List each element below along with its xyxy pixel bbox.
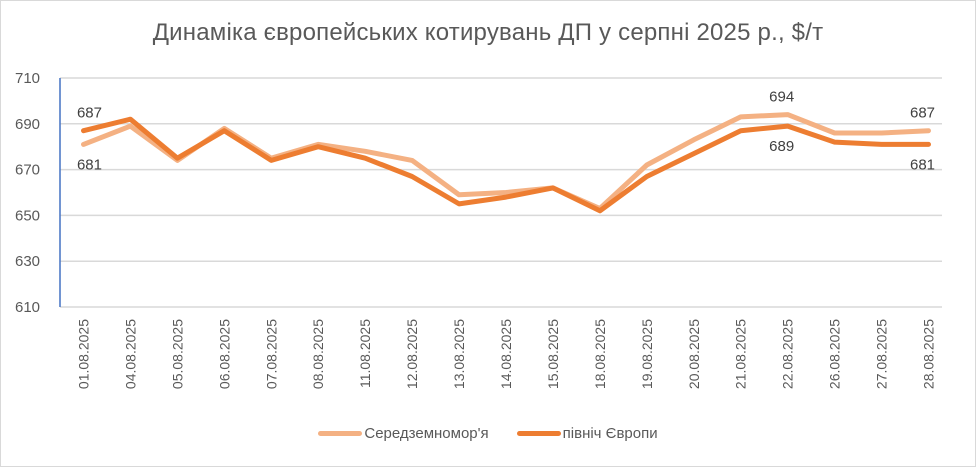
y-tick-label: 650 — [15, 207, 40, 224]
x-tick-label: 15.08.2025 — [545, 319, 561, 389]
x-tick-label: 11.08.2025 — [357, 319, 373, 388]
y-tick-label: 630 — [15, 253, 40, 270]
x-tick-label: 06.08.2025 — [216, 319, 232, 389]
series-line-north-europe[interactable] — [81, 116, 931, 214]
x-axis: 01.08.2025 04.08.2025 05.08.2025 06.08.2025… — [75, 319, 936, 389]
data-labels: 687 681 694 689 687 681 — [77, 89, 935, 174]
legend-label: Середземномор'я — [364, 425, 489, 442]
x-tick-label: 19.08.2025 — [639, 319, 655, 389]
gridlines — [60, 77, 942, 308]
x-tick-label: 01.08.2025 — [75, 319, 91, 389]
data-label: 687 — [910, 105, 935, 122]
x-tick-label: 08.08.2025 — [310, 319, 326, 389]
y-tick-label: 610 — [15, 299, 40, 316]
x-tick-label: 07.08.2025 — [263, 319, 279, 389]
x-tick-label: 13.08.2025 — [451, 319, 467, 389]
x-tick-label: 14.08.2025 — [498, 319, 514, 389]
y-axis: 610 630 650 670 690 710 — [15, 70, 61, 316]
x-tick-label: 26.08.2025 — [827, 319, 843, 389]
y-tick-label: 670 — [15, 162, 40, 179]
data-label: 694 — [769, 89, 794, 106]
x-tick-label: 20.08.2025 — [686, 319, 702, 389]
data-label: 681 — [77, 156, 102, 173]
x-tick-label: 12.08.2025 — [404, 319, 420, 389]
legend-swatch-icon — [516, 431, 561, 436]
legend-item-north-europe[interactable]: північ Європи — [516, 425, 658, 442]
x-tick-label: 22.08.2025 — [780, 319, 796, 389]
x-tick-label: 28.08.2025 — [921, 319, 937, 389]
data-label: 687 — [77, 105, 102, 122]
data-label: 689 — [769, 138, 794, 155]
legend-swatch-icon — [318, 431, 363, 436]
data-label: 681 — [910, 156, 935, 173]
legend-label: північ Європи — [562, 425, 658, 442]
chart-title: Динаміка європейських котирувань ДП у се… — [152, 19, 824, 46]
legend: Середземномор'я північ Європи — [0, 425, 976, 442]
x-tick-label: 04.08.2025 — [122, 319, 138, 389]
legend-item-mediterranean[interactable]: Середземномор'я — [318, 425, 489, 442]
x-tick-label: 05.08.2025 — [169, 319, 185, 389]
y-tick-label: 710 — [15, 70, 40, 87]
x-tick-label: 21.08.2025 — [733, 319, 749, 389]
y-tick-label: 690 — [15, 116, 40, 133]
x-tick-label: 18.08.2025 — [592, 319, 608, 389]
series-lines — [81, 112, 931, 214]
x-tick-label: 27.08.2025 — [874, 319, 890, 389]
